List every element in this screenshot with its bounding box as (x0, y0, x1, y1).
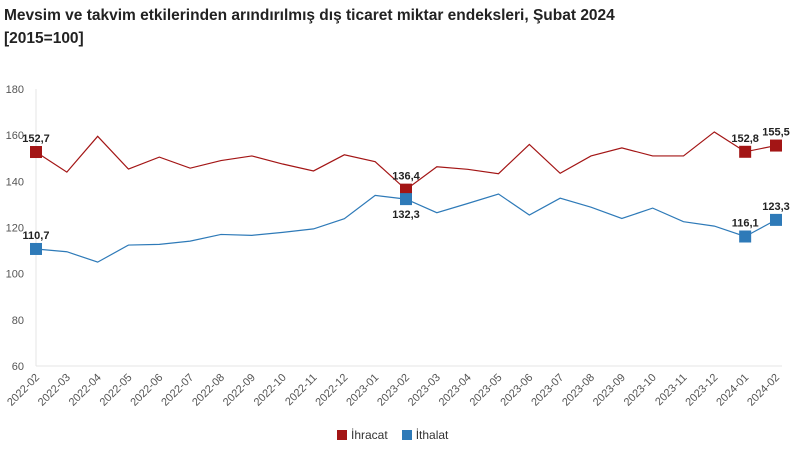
data-point-marker (30, 146, 42, 159)
x-tick-label: 2022-08 (190, 372, 227, 409)
data-point-marker (400, 183, 412, 196)
data-label: 152,7 (22, 133, 50, 145)
x-tick-label: 2022-07 (159, 372, 196, 409)
data-point-marker (30, 242, 42, 255)
legend-item-ithalat[interactable]: İthalat (401, 428, 449, 442)
x-tick-label: 2023-12 (683, 372, 720, 409)
chart-title-text: Mevsim ve takvim etkilerinden arındırılm… (4, 7, 615, 24)
x-tick-label: 2023-02 (375, 372, 412, 409)
x-tick-label: 2023-08 (560, 372, 597, 409)
y-tick-label: 80 (12, 315, 24, 327)
x-tick-label: 2022-12 (313, 372, 350, 409)
legend-swatch (401, 430, 412, 440)
x-tick-label: 2023-03 (406, 372, 443, 409)
x-tick-label: 2023-10 (622, 372, 659, 409)
data-label: 152,8 (731, 133, 759, 145)
x-tick-label: 2024-02 (745, 372, 782, 409)
data-label: 123,3 (762, 201, 790, 213)
x-tick-label: 2024-01 (714, 372, 751, 409)
x-tick-label: 2023-01 (344, 372, 381, 409)
y-tick-label: 100 (6, 269, 24, 281)
data-point-marker (400, 193, 412, 206)
x-tick-label: 2022-10 (252, 372, 289, 409)
legend-label: İthalat (415, 428, 449, 442)
x-tick-label: 2022-03 (36, 372, 73, 409)
x-tick-label: 2022-06 (128, 372, 165, 409)
data-label: 136,4 (392, 171, 420, 183)
x-tick-label: 2022-05 (98, 372, 135, 409)
x-tick-label: 2023-05 (468, 372, 505, 409)
x-tick-label: 2023-11 (653, 372, 689, 408)
chart-subtitle: [2015=100] (4, 30, 84, 47)
y-tick-label: 60 (12, 361, 24, 373)
x-tick-label: 2023-06 (498, 372, 535, 409)
legend: İhracat İthalat (337, 428, 448, 442)
data-point-marker (770, 139, 782, 152)
x-tick-label: 2023-09 (591, 372, 628, 409)
y-tick-label: 180 (6, 84, 24, 96)
x-tick-label: 2023-07 (529, 372, 566, 409)
data-label: 110,7 (23, 230, 50, 242)
data-point-marker (739, 230, 752, 243)
legend-label: İhracat (351, 428, 388, 442)
y-tick-label: 120 (6, 223, 24, 235)
data-point-marker (770, 213, 782, 226)
data-label: 132,3 (392, 209, 420, 221)
y-tick-label: 160 (6, 130, 24, 142)
data-point-marker (739, 145, 752, 158)
y-tick-label: 140 (6, 176, 24, 188)
chart-title: Mevsim ve takvim etkilerinden arındırılm… (4, 4, 794, 50)
data-label: 155,5 (762, 127, 790, 139)
x-tick-label: 2022-09 (221, 372, 258, 409)
x-tick-label: 2023-04 (437, 372, 474, 409)
legend-item-ihracat[interactable]: İhracat (337, 428, 388, 442)
x-tick-label: 2022-11 (283, 372, 319, 408)
legend-swatch (337, 430, 347, 440)
data-label: 116,1 (732, 218, 759, 230)
x-tick-label: 2022-02 (5, 372, 42, 409)
x-tick-label: 2022-04 (67, 372, 104, 409)
